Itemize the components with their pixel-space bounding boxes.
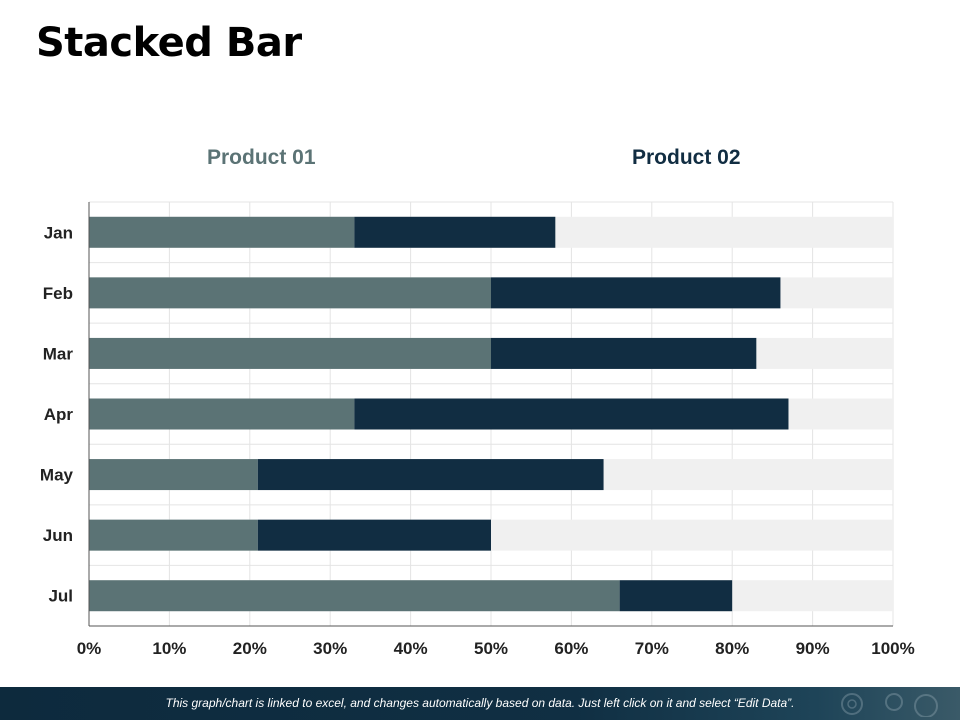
bar-segment-product-01 — [89, 580, 620, 612]
bar-segment-product-01 — [89, 459, 258, 491]
bar-segment-product-02 — [619, 580, 733, 612]
bar-segment-product-02 — [354, 216, 556, 248]
x-tick-label: 30% — [313, 639, 347, 658]
x-tick-label: 100% — [871, 639, 914, 658]
x-tick-label: 70% — [635, 639, 669, 658]
bar-segment-product-01 — [89, 216, 355, 248]
y-tick-label: Mar — [43, 344, 74, 363]
bar-segment-product-01 — [89, 277, 491, 309]
x-tick-label: 0% — [77, 639, 102, 658]
bar-segment-product-01 — [89, 519, 258, 551]
x-tick-label: 20% — [233, 639, 267, 658]
footer-bar: This graph/chart is linked to excel, and… — [0, 687, 960, 720]
y-tick-label: Feb — [43, 284, 73, 303]
bar-segment-product-02 — [257, 459, 604, 491]
x-tick-label: 10% — [152, 639, 186, 658]
bar-segment-product-02 — [491, 337, 757, 369]
bar-segment-product-01 — [89, 398, 355, 430]
bars — [89, 216, 893, 612]
x-tick-label: 50% — [474, 639, 508, 658]
bar-segment-product-02 — [354, 398, 789, 430]
page-title: Stacked Bar — [36, 20, 302, 66]
legend-product-01: Product 01 — [207, 146, 316, 169]
tick-labels: Jan Feb Mar Apr May Jun Jul 0% 10% 20% 30% 40% 50% 60… — [40, 223, 915, 658]
bar-segment-product-02 — [257, 519, 491, 551]
x-tick-label: 80% — [715, 639, 749, 658]
axes — [88, 202, 893, 627]
stacked-bar-chart: Jan Feb Mar Apr May Jun Jul 0% 10% 20% 30% 40% 50% 60… — [40, 201, 915, 658]
bar-segment-product-02 — [491, 277, 781, 309]
y-tick-label: Jun — [43, 526, 73, 545]
x-tick-label: 60% — [554, 639, 588, 658]
legend-product-02: Product 02 — [632, 146, 741, 169]
footer-note: This graph/chart is linked to excel, and… — [165, 696, 795, 710]
x-tick-label: 90% — [796, 639, 830, 658]
y-tick-label: Apr — [44, 405, 74, 424]
x-tick-label: 40% — [394, 639, 428, 658]
y-tick-label: Jan — [44, 223, 73, 242]
y-tick-label: May — [40, 466, 74, 485]
y-tick-label: Jul — [48, 587, 73, 606]
bar-segment-product-01 — [89, 337, 491, 369]
gear-decoration-icon — [841, 693, 938, 717]
